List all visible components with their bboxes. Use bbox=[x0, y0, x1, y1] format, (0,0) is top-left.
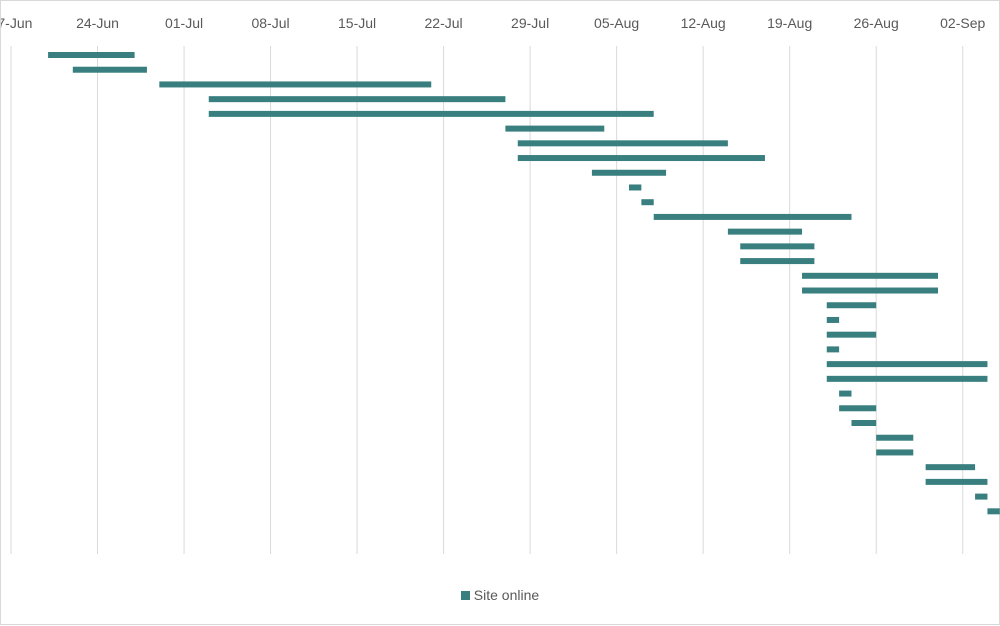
gantt-bar bbox=[975, 493, 988, 500]
gantt-bar bbox=[629, 184, 642, 191]
x-tick-label: 17-Jun bbox=[1, 15, 32, 31]
gantt-bar bbox=[851, 420, 877, 426]
x-tick-label: 24-Jun bbox=[76, 15, 119, 31]
gantt-bar bbox=[517, 155, 765, 162]
gantt-bar bbox=[826, 375, 988, 382]
gantt-bar bbox=[839, 390, 852, 397]
x-tick-label: 19-Aug bbox=[767, 15, 812, 31]
gantt-bar bbox=[802, 287, 938, 294]
x-tick-label: 15-Jul bbox=[338, 15, 376, 31]
gantt-bar bbox=[505, 125, 605, 132]
gantt-bar bbox=[727, 228, 803, 235]
x-tick-label: 29-Jul bbox=[511, 15, 549, 31]
gantt-bar bbox=[826, 302, 877, 309]
gantt-bar bbox=[826, 346, 840, 353]
gantt-bar bbox=[159, 81, 432, 88]
gantt-bar bbox=[987, 508, 1000, 515]
gantt-bar bbox=[740, 243, 815, 250]
gantt-bar bbox=[826, 361, 988, 368]
legend: Site online bbox=[1, 585, 999, 605]
gantt-bar bbox=[925, 478, 988, 485]
gantt-bar bbox=[876, 434, 914, 441]
gantt-bar bbox=[208, 110, 654, 117]
gantt-bar bbox=[839, 405, 877, 412]
x-tick-label: 05-Aug bbox=[594, 15, 639, 31]
gantt-bar bbox=[641, 199, 654, 206]
gantt-bar bbox=[208, 96, 506, 103]
x-tick-label: 02-Sep bbox=[940, 15, 985, 31]
gantt-bar bbox=[802, 272, 938, 279]
legend-label: Site online bbox=[473, 587, 540, 603]
gantt-bar bbox=[72, 66, 147, 73]
gantt-bar bbox=[876, 449, 914, 456]
x-tick-label: 26-Aug bbox=[854, 15, 899, 31]
x-tick-label: 08-Jul bbox=[251, 15, 289, 31]
gantt-bar bbox=[826, 316, 840, 323]
legend-swatch bbox=[460, 590, 470, 600]
x-tick-label: 01-Jul bbox=[165, 15, 203, 31]
gantt-bar bbox=[517, 140, 728, 147]
gantt-bar bbox=[826, 331, 877, 338]
gantt-bar bbox=[925, 464, 976, 471]
gantt-bar bbox=[653, 213, 852, 220]
gantt-bar bbox=[591, 169, 667, 176]
gantt-bar bbox=[48, 52, 135, 58]
x-tick-label: 12-Aug bbox=[681, 15, 726, 31]
gantt-bar bbox=[740, 258, 815, 265]
x-tick-label: 22-Jul bbox=[425, 15, 463, 31]
